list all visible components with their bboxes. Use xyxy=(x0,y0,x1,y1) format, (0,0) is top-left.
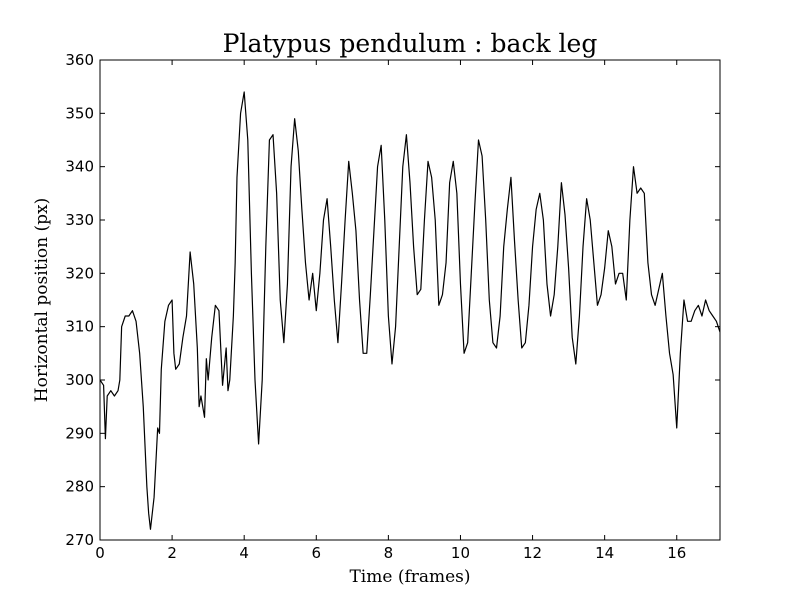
chart-title: Platypus pendulum : back leg xyxy=(223,29,598,58)
y-tick-label: 350 xyxy=(65,104,94,122)
y-tick-label: 270 xyxy=(65,531,94,549)
y-tick-label: 320 xyxy=(65,264,94,282)
y-tick-label: 330 xyxy=(65,211,94,229)
axes-frame xyxy=(99,59,721,541)
series-line-0 xyxy=(99,91,721,530)
y-tick-label: 360 xyxy=(65,51,94,69)
plot-area xyxy=(99,91,721,530)
y-tick-label: 280 xyxy=(65,478,94,496)
y-tick-label: 340 xyxy=(65,158,94,176)
x-axis-label: Time (frames) xyxy=(349,567,470,587)
x-tick-label: 10 xyxy=(451,544,470,562)
y-tick-label: 310 xyxy=(65,318,94,336)
x-tick-label: 8 xyxy=(384,544,394,562)
y-axis-label: Horizontal position (px) xyxy=(32,198,52,402)
x-tick-label: 0 xyxy=(95,544,105,562)
x-tick-label: 4 xyxy=(239,544,249,562)
x-tick-label: 14 xyxy=(595,544,614,562)
y-tick-label: 300 xyxy=(65,371,94,389)
y-tick-label: 290 xyxy=(65,424,94,442)
axis-ticks: 0 2 4 6 8 10 12 14 16 270 280 290 300 310 320 330 340 350… xyxy=(65,51,720,562)
x-tick-label: 2 xyxy=(167,544,177,562)
x-tick-label: 16 xyxy=(667,544,686,562)
x-tick-label: 12 xyxy=(523,544,542,562)
x-tick-label: 6 xyxy=(312,544,322,562)
